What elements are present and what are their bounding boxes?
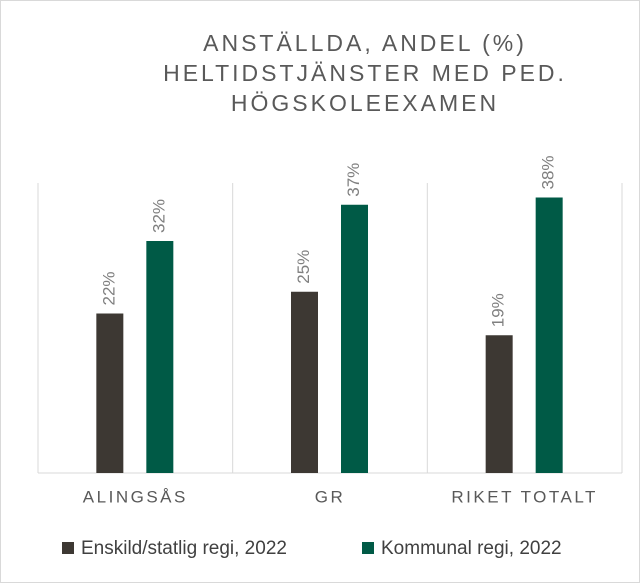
bar (291, 291, 318, 473)
legend-label: Enskild/statlig regi, 2022 (81, 538, 287, 559)
x-tick-label: ALINGSÅS (83, 487, 188, 506)
legend-swatch (62, 542, 74, 554)
data-label: 32% (149, 199, 168, 233)
chart-title: HELTIDSTJÄNSTER MED PED. (163, 60, 567, 86)
bar (485, 335, 513, 473)
x-tick-label: GR (315, 487, 346, 506)
data-label: 19% (489, 293, 508, 327)
legend-swatch (362, 542, 374, 554)
bar (341, 204, 368, 473)
bar (146, 241, 174, 473)
data-label: 38% (539, 155, 558, 189)
x-tick-label: RIKET TOTALT (451, 487, 598, 506)
data-label: 22% (99, 271, 118, 305)
chart-title: ANSTÄLLDA, ANDEL (%) (203, 30, 527, 56)
bar (535, 197, 563, 473)
bar (96, 313, 124, 473)
legend-label: Kommunal regi, 2022 (381, 538, 562, 559)
data-label: 37% (344, 163, 363, 197)
data-label: 25% (294, 250, 313, 284)
chart-title: HÖGSKOLEEXAMEN (231, 90, 499, 116)
